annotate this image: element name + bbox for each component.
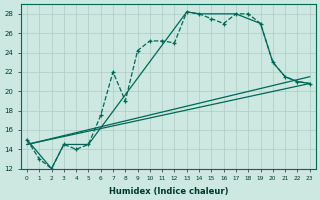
X-axis label: Humidex (Indice chaleur): Humidex (Indice chaleur)	[108, 187, 228, 196]
